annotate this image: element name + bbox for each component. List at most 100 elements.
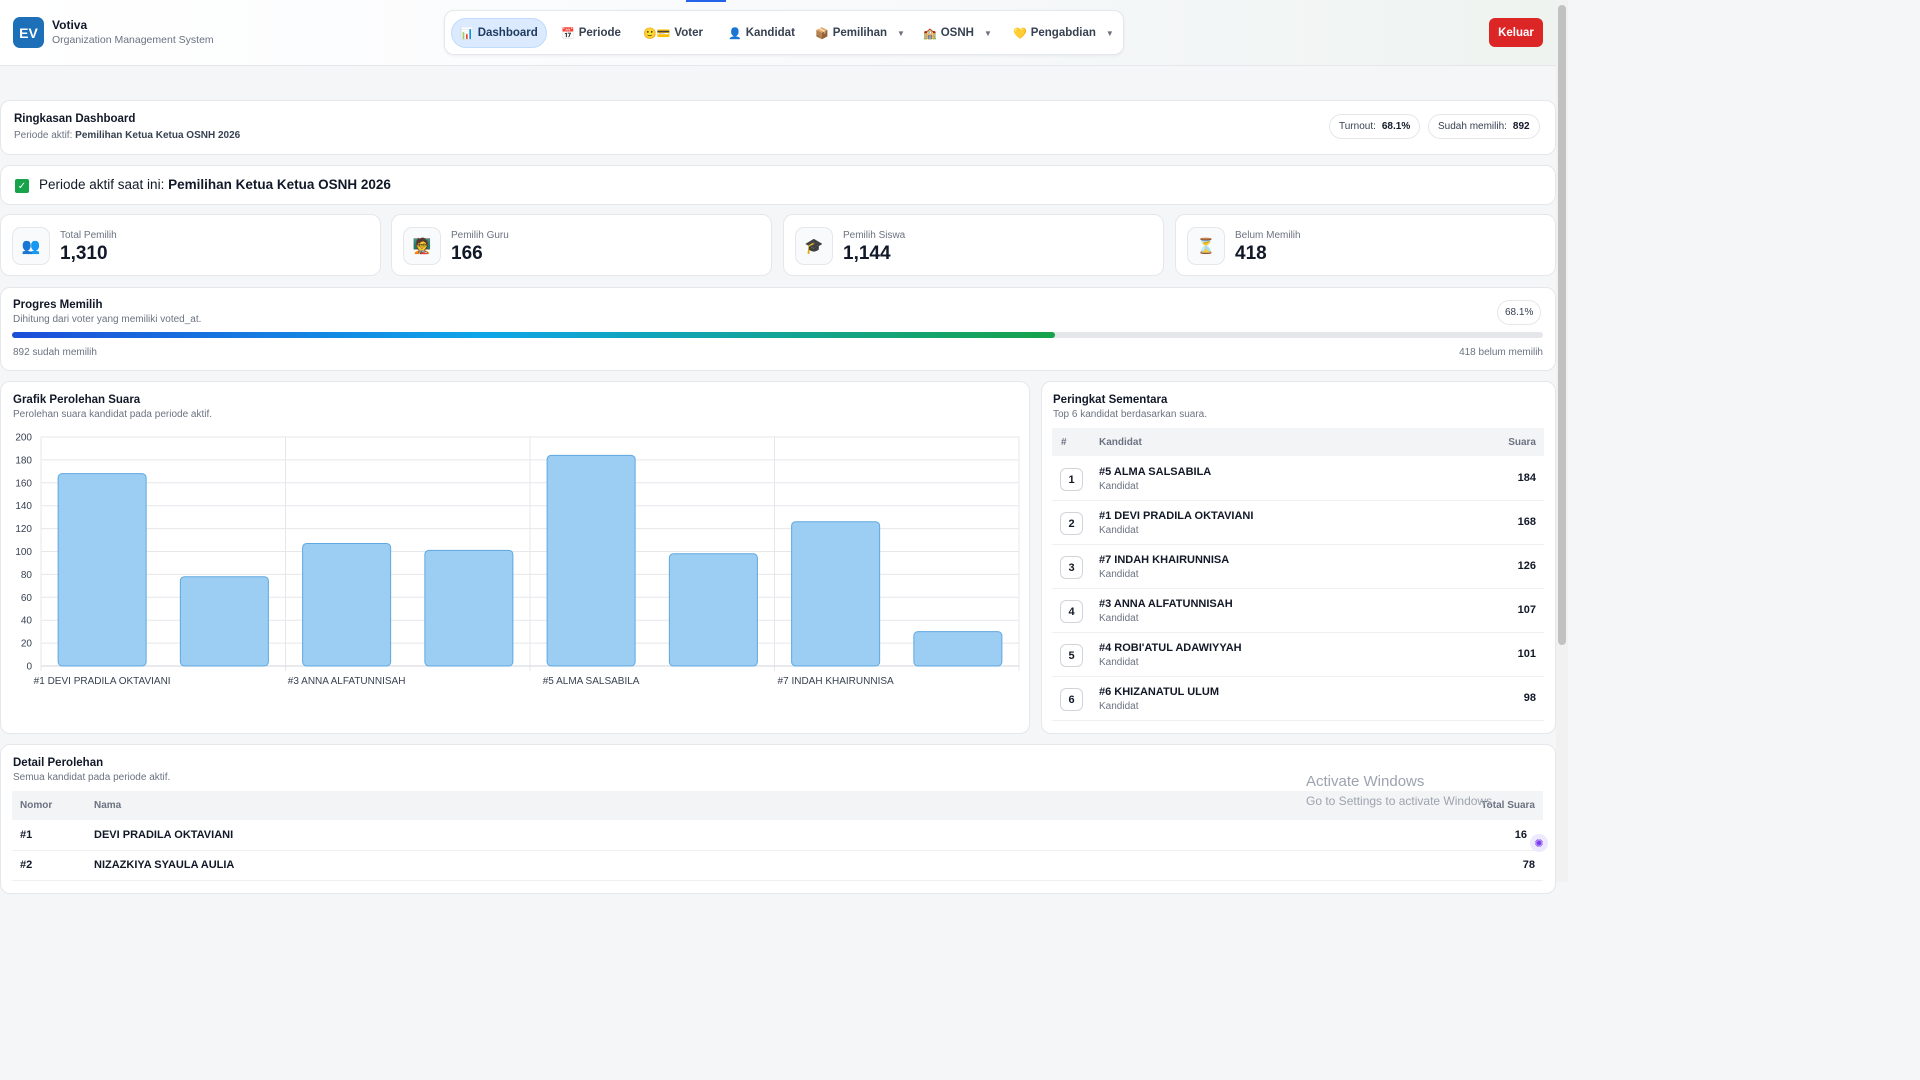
ranking-row[interactable]: 3 #7 INDAH KHAIRUNNISA Kandidat 126: [1052, 545, 1544, 589]
bar-8: [913, 631, 1003, 667]
progress-card: Progres Memilih Dihitung dari voter yang…: [0, 287, 1556, 371]
x-tick-label: #7 INDAH KHAIRUNNISA: [778, 676, 894, 687]
rank-candidate-name: #1 DEVI PRADILA OKTAVIANI: [1099, 510, 1254, 522]
progress-voted-label: 892 sudah memilih: [13, 347, 97, 358]
rank-number: 2: [1060, 512, 1083, 535]
rank-candidate-role: Kandidat: [1099, 481, 1139, 492]
y-tick-label: 120: [15, 524, 32, 535]
ranking-table-header: # Kandidat Suara: [1052, 428, 1544, 456]
x-tick-label: #3 ANNA ALFATUNNISAH: [288, 676, 406, 687]
table-row[interactable]: #1 DEVI PRADILA OKTAVIANI 16: [12, 821, 1543, 851]
scrollbar-thumb[interactable]: [1558, 5, 1566, 645]
rank-votes: 168: [1517, 516, 1536, 528]
vote-bar-chart: 0 20 40 60 80 100 120 140 160 180 200 #1 DEVI PRADI…: [15, 433, 1020, 687]
bar-2: [179, 576, 269, 667]
rank-number: 1: [1060, 468, 1083, 491]
nav-dashboard[interactable]: 📊 Dashboard: [451, 18, 547, 48]
stat-value: 1,310: [60, 243, 108, 264]
y-tick-label: 180: [15, 455, 32, 466]
nav-label: Pengabdian: [1030, 27, 1096, 39]
stat-card-total: 👥 Total Pemilih 1,310: [0, 214, 381, 276]
period-name: Pemilihan Ketua Ketua OSNH 2026: [75, 130, 241, 141]
rank-candidate-role: Kandidat: [1099, 569, 1139, 580]
rank-candidate-name: #3 ANNA ALFATUNNISAH: [1099, 598, 1233, 610]
progress-title: Progres Memilih: [13, 299, 103, 311]
nav-periode[interactable]: 📅 Periode: [553, 18, 629, 48]
ranking-title: Peringkat Sementara: [1053, 394, 1168, 406]
windows-watermark-subtitle: Go to Settings to activate Windows.: [1306, 794, 1496, 808]
table-row[interactable]: #2 NIZAZKIYA SYAULA AULIA 78: [12, 851, 1543, 881]
brain-icon[interactable]: ✺: [1530, 834, 1548, 852]
rank-number: 6: [1060, 688, 1083, 711]
ranking-row[interactable]: 1 #5 ALMA SALSABILA Kandidat 184: [1052, 457, 1544, 501]
y-tick-label: 100: [15, 547, 32, 558]
person-icon: 👤: [728, 27, 742, 40]
nav-label: Pemilihan: [832, 27, 888, 39]
users-icon: 👥: [12, 227, 50, 265]
chevron-down-icon: ▼: [983, 28, 992, 38]
rank-candidate-name: #5 ALMA SALSABILA: [1099, 466, 1212, 478]
active-period-prefix: Periode aktif saat ini:: [39, 177, 165, 192]
nav-voter[interactable]: 🙂💳 Voter: [635, 18, 711, 48]
active-period-text: Periode aktif saat ini: Pemilihan Ketua …: [39, 177, 391, 192]
nav-pengabdian[interactable]: 💛 Pengabdian ▼: [1005, 18, 1122, 48]
progress-percent-badge: 68.1%: [1497, 300, 1542, 325]
y-tick-label: 40: [21, 616, 33, 627]
stat-value: 1,144: [843, 243, 891, 264]
nav-kandidat[interactable]: 👤 Kandidat: [720, 18, 803, 48]
nav-label: Voter: [674, 27, 703, 39]
main-nav: 📊 Dashboard 📅 Periode 🙂💳 Voter 👤 Kandida…: [444, 10, 1124, 55]
rank-candidate-role: Kandidat: [1099, 657, 1139, 668]
rank-candidate-role: Kandidat: [1099, 701, 1139, 712]
rank-number: 3: [1060, 556, 1083, 579]
ranking-row[interactable]: 6 #6 KHIZANATUL ULUM Kandidat 98: [1052, 677, 1544, 721]
x-tick-label: #1 DEVI PRADILA OKTAVIANI: [34, 676, 171, 687]
windows-watermark-title: Activate Windows: [1306, 773, 1425, 790]
chevron-down-icon: ▼: [1105, 28, 1114, 38]
nav-label: Dashboard: [477, 27, 538, 39]
nav-osnh[interactable]: 🏫 OSNH ▼: [915, 18, 1000, 48]
brand-subtitle: Organization Management System: [52, 34, 214, 46]
y-tick-label: 0: [26, 662, 32, 673]
teacher-icon: 🧑‍🏫: [403, 227, 441, 265]
bar-5: [546, 454, 636, 667]
rank-candidate-name: #4 ROBI'ATUL ADAWIYYAH: [1099, 642, 1242, 654]
brand-logo[interactable]: EV: [13, 17, 44, 48]
cell-number: #2: [20, 859, 33, 871]
active-period-banner: ✓ Periode aktif saat ini: Pemilihan Ketu…: [0, 165, 1556, 205]
cell-votes: 16: [1514, 829, 1527, 841]
rank-votes: 101: [1517, 648, 1536, 660]
col-candidate: Kandidat: [1099, 437, 1142, 448]
ranking-row[interactable]: 5 #4 ROBI'ATUL ADAWIYYAH Kandidat 101: [1052, 633, 1544, 677]
ranking-row[interactable]: 4 #3 ANNA ALFATUNNISAH Kandidat 107: [1052, 589, 1544, 633]
stat-label: Pemilih Guru: [451, 230, 509, 241]
ranking-row[interactable]: 2 #1 DEVI PRADILA OKTAVIANI Kandidat 168: [1052, 501, 1544, 545]
school-icon: 🏫: [923, 27, 937, 40]
progress-bar-fill: [12, 332, 1055, 338]
nav-label: OSNH: [940, 27, 974, 39]
col-rank: #: [1061, 437, 1067, 448]
chart-subtitle: Perolehan suara kandidat pada periode ak…: [13, 409, 213, 420]
summary-period: Periode aktif: Pemilihan Ketua Ketua OSN…: [14, 130, 240, 141]
stat-card-siswa: 🎓 Pemilih Siswa 1,144: [783, 214, 1164, 276]
brand-name: Votiva: [52, 18, 88, 32]
graduation-cap-icon: 🎓: [795, 227, 833, 265]
col-number: Nomor: [20, 800, 53, 811]
logout-button[interactable]: Keluar: [1489, 18, 1543, 47]
nav-pemilihan[interactable]: 📦 Pemilihan ▼: [807, 18, 913, 48]
turnout-label: Turnout:: [1339, 121, 1376, 132]
checkmark-icon: ✓: [15, 179, 29, 193]
bar-3: [302, 542, 392, 667]
voted-label: Sudah memilih:: [1438, 121, 1507, 132]
stat-label: Belum Memilih: [1235, 230, 1301, 241]
detail-subtitle: Semua kandidat pada periode aktif.: [13, 772, 171, 783]
detail-table-header: Nomor Nama Total Suara: [12, 791, 1543, 820]
rank-candidate-name: #6 KHIZANATUL ULUM: [1099, 686, 1219, 698]
stat-card-belum: ⏳ Belum Memilih 418: [1175, 214, 1556, 276]
turnout-value: 68.1%: [1381, 121, 1411, 132]
bar-4: [424, 549, 514, 667]
rank-candidate-role: Kandidat: [1099, 613, 1139, 624]
ranking-subtitle: Top 6 kandidat berdasarkan suara.: [1053, 409, 1207, 420]
progress-notvoted-label: 418 belum memilih: [1459, 347, 1543, 358]
y-tick-label: 60: [21, 593, 33, 604]
